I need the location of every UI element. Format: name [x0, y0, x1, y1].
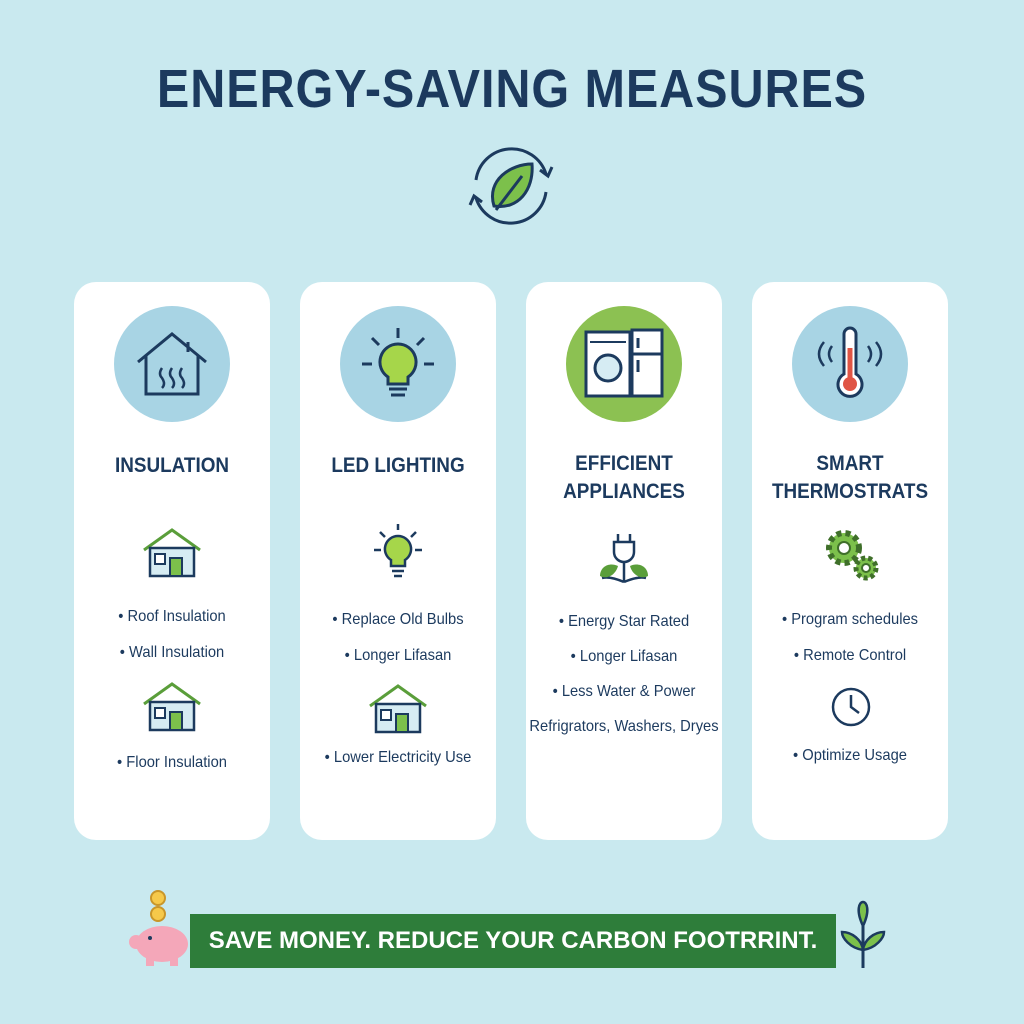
item-text: Lower Electricity Use — [333, 749, 472, 766]
card: EFFICIENT APPLIANCES • Energy Star Rated… — [526, 282, 722, 840]
thermometer-icon — [817, 326, 883, 398]
list-item: • Longer Lifasan — [570, 648, 678, 665]
plug-leaf-icon — [600, 534, 648, 584]
item-text: Roof Insulation — [127, 608, 226, 625]
item-text: Remote Control — [803, 647, 907, 664]
item-text: Replace Old Bulbs — [341, 611, 464, 628]
leaf-cycle-icon — [468, 147, 554, 225]
item-text: Floor Insulation — [126, 754, 227, 771]
item-text: Wall Insulation — [129, 644, 225, 661]
house-icon — [143, 682, 201, 732]
item-text: Longer Lifasan — [353, 647, 452, 664]
piggy-bank-icon — [129, 890, 188, 966]
item-text: Longer Lifasan — [579, 648, 678, 665]
icon-circle — [340, 306, 456, 422]
appliances-icon — [584, 328, 664, 398]
house-icon — [369, 684, 427, 734]
item-text: Energy Star Rated — [568, 613, 690, 630]
list-item: • Longer Lifasan — [344, 647, 452, 664]
list-item: Refrigrators, Washers, Dryes — [515, 718, 732, 736]
banner: SAVE MONEY. REDUCE YOUR CARBON FOOTRRINT… — [190, 914, 836, 968]
card-title: SMART THERMOSTRATS — [771, 452, 929, 503]
plant-icon — [840, 900, 886, 968]
card: LED LIGHTING • Replace Old Bulbs • Longe… — [300, 282, 496, 840]
gears-icon — [826, 530, 879, 581]
card-title: LED LIGHTING — [331, 454, 465, 477]
card-title: EFFICIENT APPLIANCES — [563, 452, 685, 503]
card: INSULATION • Roof Insulation • Wall Insu… — [74, 282, 270, 840]
bulb-icon — [362, 328, 434, 397]
icon-circle — [114, 306, 230, 422]
card-title: INSULATION — [114, 454, 230, 477]
item-text: Less Water & Power — [561, 683, 696, 700]
list-item: • Floor Insulation — [117, 754, 227, 771]
list-item: • Less Water & Power — [552, 683, 696, 700]
title: ENERGY-SAVING MEASURES — [156, 59, 868, 119]
item-text: Refrigrators, Washers, Dryes — [529, 718, 719, 735]
house-icon — [143, 528, 201, 578]
list-item: • Optimize Usage — [793, 747, 907, 764]
icon-circle — [792, 306, 908, 422]
card: SMART THERMOSTRATS • Program schedules •… — [752, 282, 948, 840]
bulb-icon — [374, 524, 422, 578]
item-text: Program schedules — [791, 611, 919, 628]
list-item: • Roof Insulation — [118, 608, 226, 625]
list-item: • Lower Electricity Use — [324, 749, 472, 766]
clock-icon — [831, 687, 871, 727]
list-item: • Replace Old Bulbs — [332, 611, 464, 628]
list-item: • Remote Control — [793, 647, 907, 664]
item-text: Optimize Usage — [802, 747, 907, 764]
list-item: • Energy Star Rated — [558, 613, 690, 630]
list-item: • Program schedules — [781, 611, 919, 628]
list-item: • Wall Insulation — [119, 644, 225, 661]
house-heat-icon — [137, 332, 207, 396]
icon-circle — [566, 306, 682, 422]
